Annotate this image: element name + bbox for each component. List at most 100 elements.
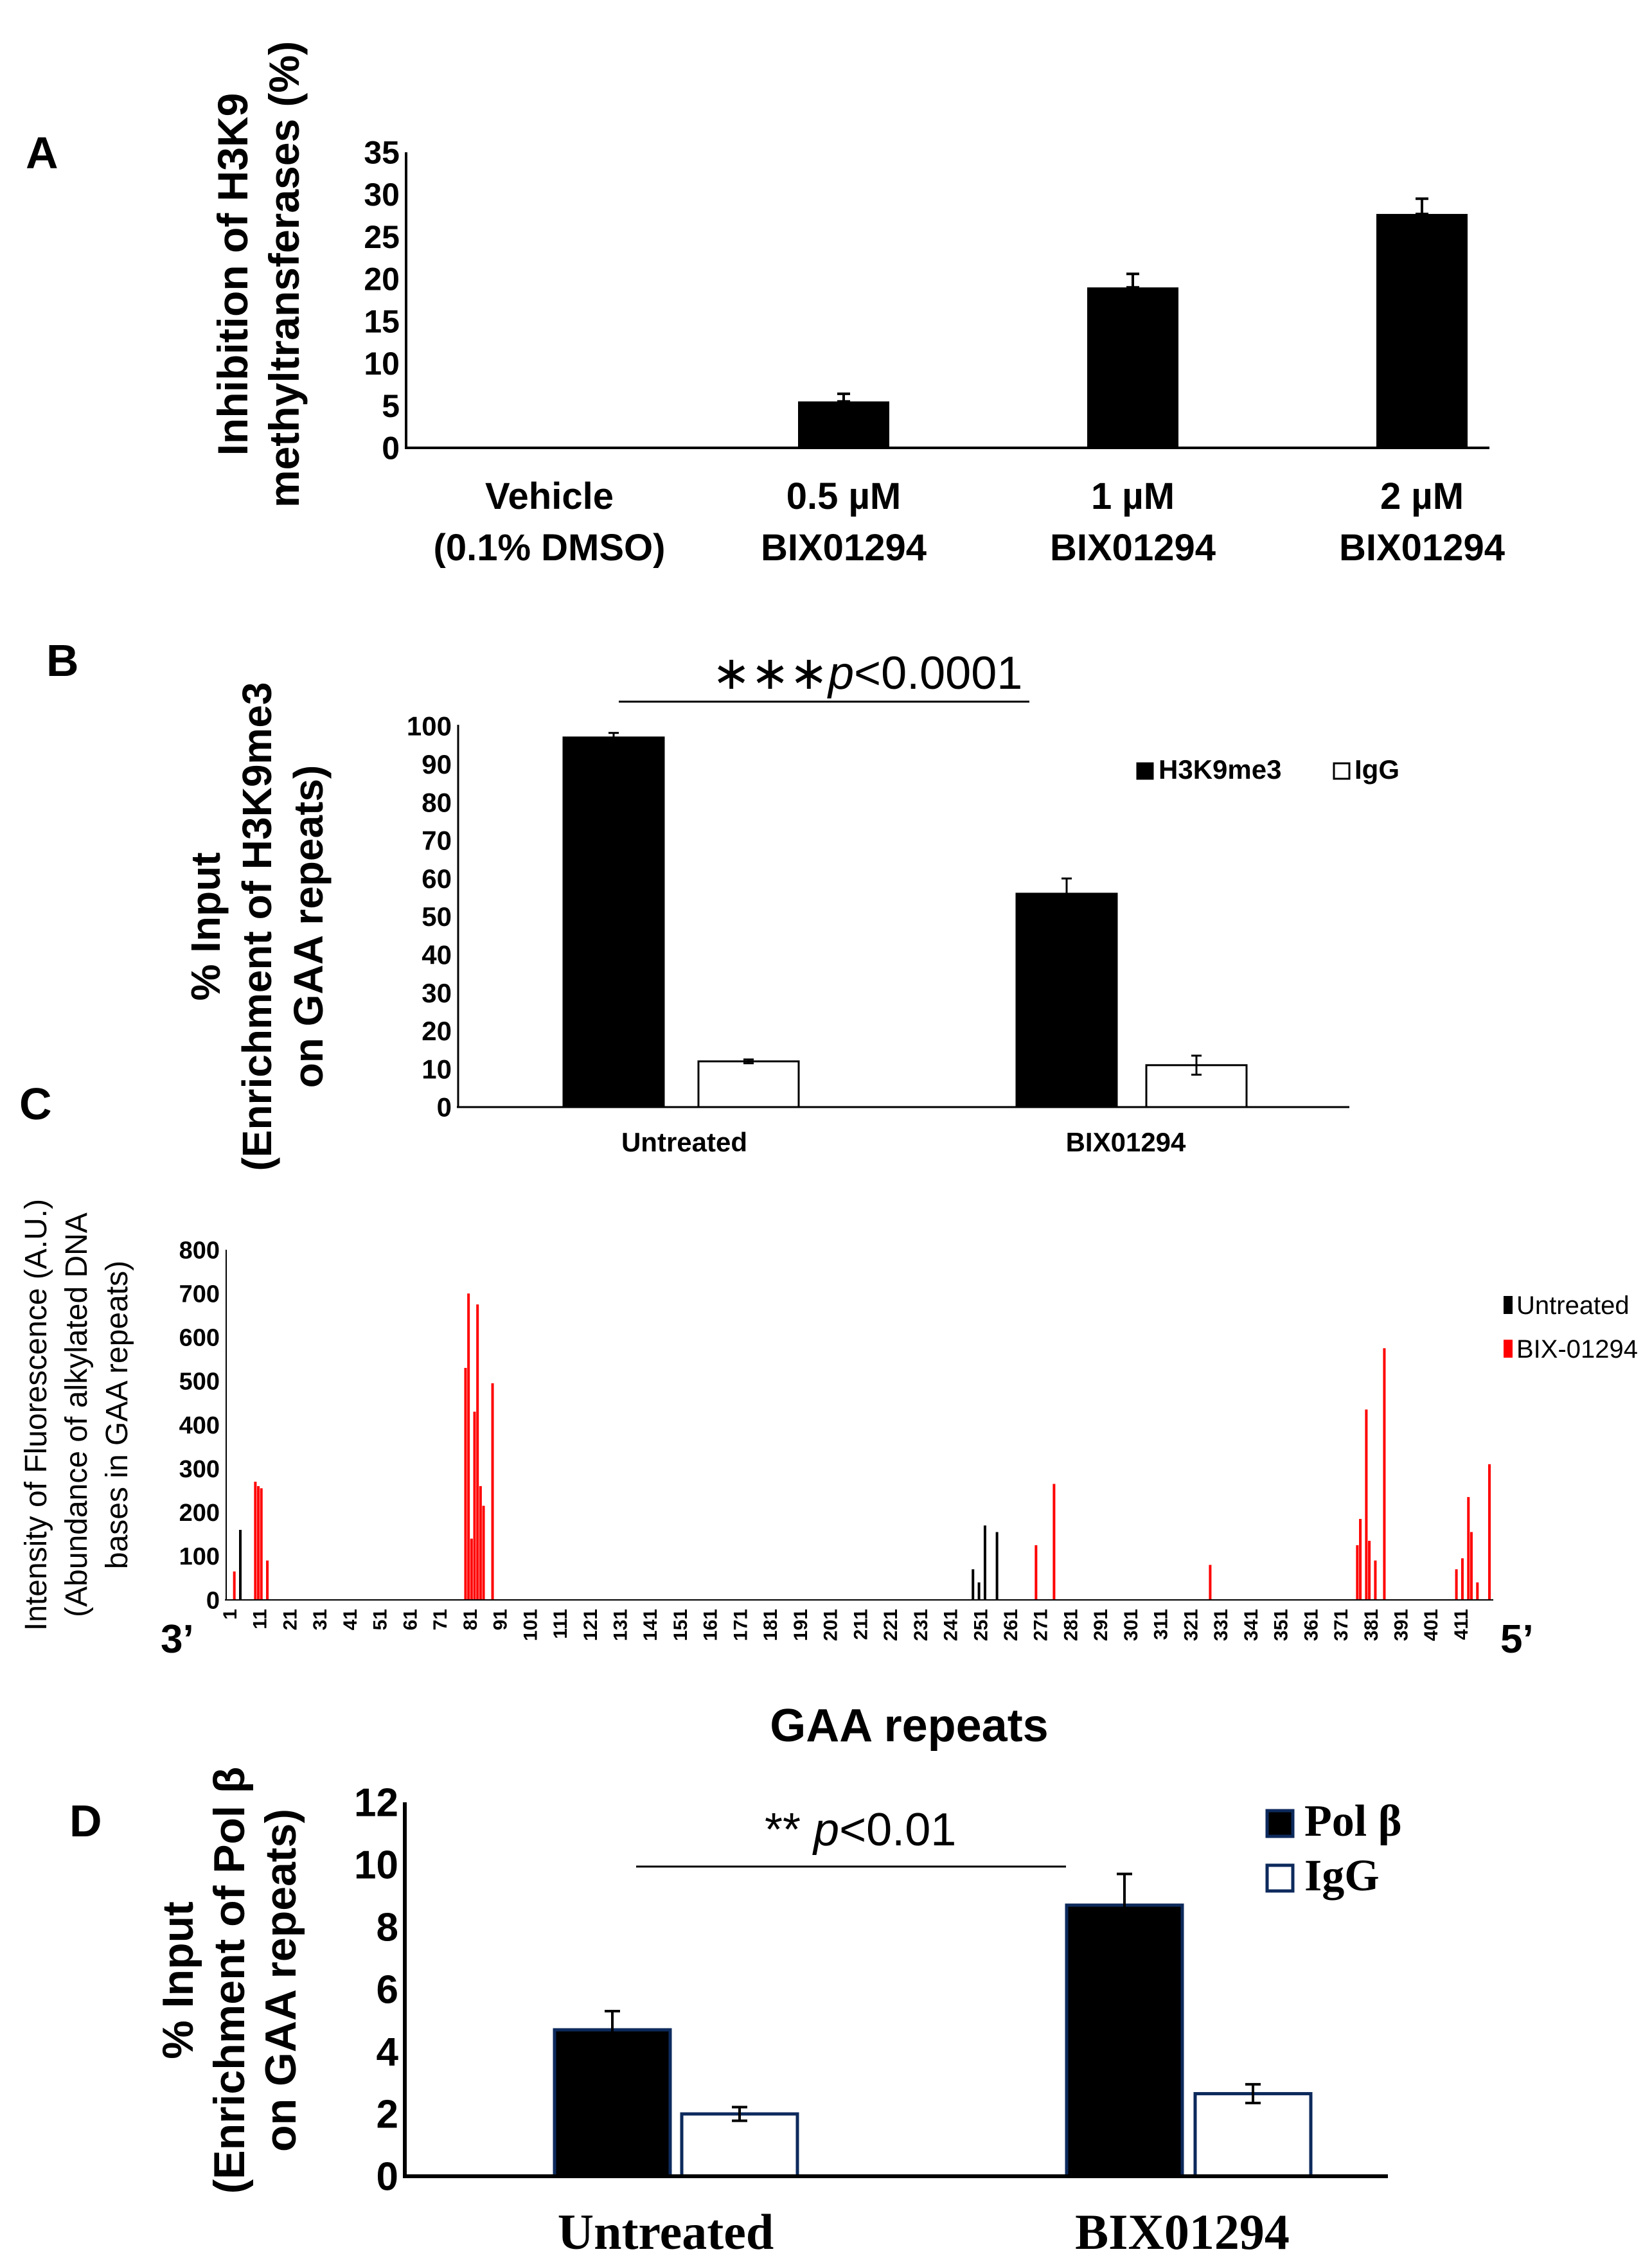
panel-b-significance-text: ∗∗∗p<0.0001 bbox=[712, 648, 1022, 699]
panel-a-cat-4-line-2: BIX01294 bbox=[1339, 527, 1505, 569]
panel-b-sig-value: <0.0001 bbox=[854, 648, 1022, 699]
panel-a-ytick-label: 15 bbox=[364, 303, 400, 339]
panel-c-x-start-label: 3’ bbox=[161, 1617, 194, 1662]
panel-c-bar-bix bbox=[254, 1482, 257, 1600]
panel-d-sig-stars: ** bbox=[765, 1804, 813, 1856]
panel-c-bar-bix bbox=[1470, 1532, 1473, 1600]
panel-label-d: D bbox=[69, 1796, 102, 1846]
panel-c-bar-untreated bbox=[239, 1530, 242, 1600]
panel-b-bar-h3k9me3 bbox=[1015, 892, 1118, 1108]
panel-label-b: B bbox=[46, 635, 79, 686]
panel-a-ytick-label: 35 bbox=[364, 135, 400, 171]
panel-b-bar-igg bbox=[697, 1060, 800, 1108]
panel-a-ytick-label: 10 bbox=[364, 346, 400, 382]
panel-b-ytick-label: 60 bbox=[422, 864, 452, 894]
panel-c-ylabel-line-1: Intensity of Fluorescence (A.U.) bbox=[19, 1199, 53, 1631]
panel-c-xtick-label: 391 bbox=[1390, 1609, 1412, 1641]
panel-c-xtick-label: 401 bbox=[1421, 1609, 1442, 1641]
panel-b-ytick-label: 20 bbox=[422, 1016, 452, 1046]
panel-c-xtick-label: 181 bbox=[760, 1609, 781, 1641]
panel-a-ytick-label: 20 bbox=[364, 262, 400, 297]
panel-c-bar-bix bbox=[1383, 1348, 1386, 1600]
panel-c-ytick-label: 500 bbox=[179, 1369, 220, 1396]
panel-c-bar-bix bbox=[464, 1367, 467, 1600]
panel-c-xtick-label: 1 bbox=[220, 1609, 241, 1620]
panel-d-ylabel-line-3: on GAA repeats) bbox=[256, 1809, 305, 2152]
panel-c-xtick-label: 151 bbox=[670, 1609, 691, 1641]
panel-b-legend-swatch-h3k9me3 bbox=[1136, 762, 1154, 780]
panel-c-bar-untreated bbox=[983, 1525, 986, 1600]
panel-c-xtick-label: 101 bbox=[520, 1609, 541, 1641]
panel-c-xtick-label: 281 bbox=[1060, 1609, 1081, 1641]
panel-c-bar-bix bbox=[482, 1505, 485, 1600]
panel-b-sig-p: p bbox=[827, 648, 854, 699]
panel-c-bar-bix bbox=[1374, 1560, 1377, 1600]
panel-c-bar-bix bbox=[1356, 1545, 1359, 1600]
panel-b-legend-swatch-igg bbox=[1333, 762, 1351, 780]
panel-c-legend: Untreated BIX-01294 bbox=[1504, 1291, 1638, 1363]
panel-d-ytick-label: 10 bbox=[354, 1843, 398, 1888]
panel-d-bar-polb bbox=[1065, 1903, 1184, 2178]
panel-c-xtick-label: 371 bbox=[1331, 1609, 1352, 1641]
panel-b-ytick-label: 70 bbox=[422, 826, 452, 856]
panel-a-ytick-label: 0 bbox=[382, 430, 400, 466]
panel-c-bar-bix bbox=[476, 1304, 479, 1600]
panel-d-ytick-label: 2 bbox=[377, 2093, 398, 2137]
panel-c-bar-bix bbox=[1488, 1464, 1491, 1600]
panel-c-xtick-label: 291 bbox=[1090, 1609, 1112, 1641]
panel-label-c: C bbox=[19, 1079, 52, 1129]
panel-c-legend-label-bix: BIX-01294 bbox=[1516, 1335, 1638, 1363]
panel-d-cat-bix: BIX01294 bbox=[1075, 2204, 1290, 2260]
panel-c-xtick-label: 311 bbox=[1151, 1609, 1172, 1640]
panel-c-bar-bix bbox=[1209, 1565, 1212, 1600]
panel-c-ytick-label: 600 bbox=[179, 1325, 220, 1352]
panel-c-bar-bix bbox=[1368, 1541, 1371, 1600]
panel-d-legend-swatch-igg bbox=[1265, 1863, 1295, 1893]
panel-c-xtick-label: 121 bbox=[580, 1609, 601, 1641]
panel-c-bar-untreated bbox=[977, 1582, 981, 1600]
panel-c-xtick-label: 141 bbox=[640, 1609, 661, 1641]
panel-a-cat-2-line-2: BIX01294 bbox=[761, 527, 927, 569]
panel-c-bar-bix bbox=[479, 1486, 482, 1600]
panel-d-chart: % Input (Enrichment of Pol β on GAA repe… bbox=[154, 1767, 1402, 2260]
panel-c-xtick-label: 231 bbox=[910, 1609, 932, 1641]
panel-c-chart: Intensity of Fluorescence (A.U.) (Abunda… bbox=[19, 1199, 1638, 1752]
panel-c-x-end-label: 5’ bbox=[1500, 1617, 1534, 1662]
panel-c-xtick-label: 51 bbox=[370, 1609, 391, 1630]
panel-c-xtick-label: 71 bbox=[430, 1609, 451, 1630]
panel-c-xtick-label: 341 bbox=[1241, 1609, 1262, 1641]
panel-c-ytick-label: 400 bbox=[179, 1412, 220, 1439]
panel-a-ytick-label: 30 bbox=[364, 177, 400, 213]
panel-c-ylabel-line-3: bases in GAA repeats) bbox=[100, 1261, 134, 1569]
panel-c-xtick-label: 91 bbox=[490, 1609, 511, 1630]
panel-c-ytick-label: 0 bbox=[206, 1587, 220, 1614]
panel-a-ytick-label: 5 bbox=[382, 388, 400, 424]
panel-b-ylabel-line-2: (Enrichment of H3K9me3 bbox=[234, 682, 280, 1171]
panel-c-xtick-label: 221 bbox=[880, 1609, 901, 1641]
panel-c-xtick-label: 191 bbox=[790, 1609, 812, 1641]
panel-b-ylabel-line-3: on GAA repeats) bbox=[285, 765, 332, 1088]
panel-c-ytick-label: 300 bbox=[179, 1456, 220, 1483]
panel-d-ytick-label: 4 bbox=[377, 2030, 399, 2075]
panel-a-bar bbox=[1376, 213, 1468, 448]
panel-d-significance-text: ** p<0.01 bbox=[765, 1804, 956, 1856]
panel-a-ylabel-line-2: methyltransferases (%) bbox=[260, 41, 308, 508]
panel-c-bar-bix bbox=[1359, 1518, 1362, 1600]
panel-c-xtick-label: 31 bbox=[310, 1609, 331, 1630]
panel-d-sig-value: <0.01 bbox=[839, 1804, 956, 1856]
panel-c-xtick-label: 241 bbox=[941, 1609, 962, 1641]
panel-b-sig-stars: ∗∗∗ bbox=[712, 648, 828, 699]
panel-d-ytick-label: 12 bbox=[354, 1781, 398, 1825]
panel-b-ytick-label: 50 bbox=[422, 901, 452, 932]
panel-b-legend-label-igg: IgG bbox=[1354, 754, 1399, 785]
panel-c-xtick-label: 11 bbox=[250, 1609, 271, 1629]
panel-b-ytick-label: 90 bbox=[422, 749, 452, 779]
panel-a-ytick-label: 25 bbox=[364, 219, 400, 255]
panel-c-legend-swatch-bix bbox=[1504, 1340, 1513, 1358]
panel-d-legend: Pol β IgG bbox=[1265, 1797, 1402, 1901]
panel-c-bar-bix bbox=[1052, 1484, 1056, 1600]
panel-label-a: A bbox=[26, 128, 58, 178]
panel-a-cat-4-line-1: 2 µM bbox=[1380, 475, 1464, 517]
panel-c-bar-untreated bbox=[995, 1532, 999, 1600]
